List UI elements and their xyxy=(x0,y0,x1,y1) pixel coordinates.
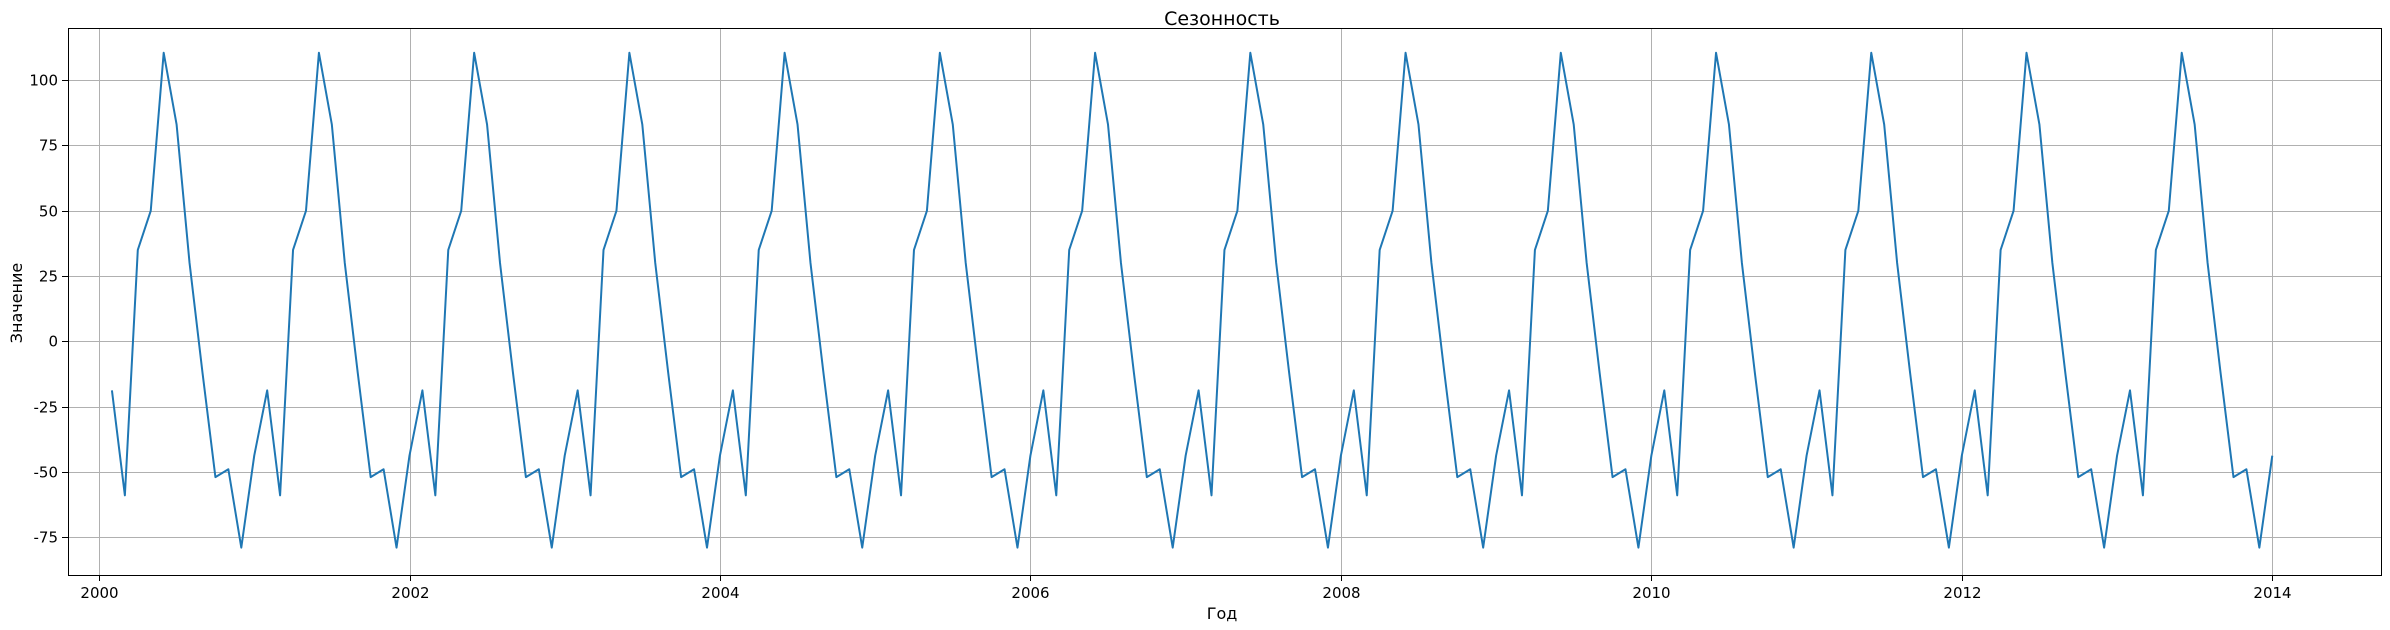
x-tick-label: 2006 xyxy=(1011,584,1049,602)
series-line xyxy=(110,51,2274,549)
x-tick-label: 2002 xyxy=(391,584,429,602)
x-tick-label: 2004 xyxy=(701,584,739,602)
y-tick-label: -75 xyxy=(34,529,59,547)
y-axis-title: Значение xyxy=(7,263,26,344)
chart-title: Сезонность xyxy=(1164,8,1280,30)
y-tick-label: 100 xyxy=(29,72,58,90)
grid xyxy=(68,28,2381,575)
y-tick-label: 0 xyxy=(48,333,58,351)
x-tick-label: 2010 xyxy=(1632,584,1670,602)
y-tick-label: -50 xyxy=(34,464,59,482)
x-tick-label: 2014 xyxy=(2253,584,2291,602)
x-tick-label: 2000 xyxy=(80,584,118,602)
x-axis-title: Год xyxy=(1207,604,1238,623)
y-tick-label: -25 xyxy=(34,399,59,417)
y-tick-label: 50 xyxy=(39,203,58,221)
x-axis-ticks: 2000 2002 2004 2006 2008 2010 2012 2014 xyxy=(80,575,2292,602)
plot-frame xyxy=(68,28,2382,576)
y-axis-ticks: -75 -50 -25 0 25 50 75 100 xyxy=(29,72,68,547)
y-tick-label: 75 xyxy=(39,137,58,155)
x-tick-label: 2008 xyxy=(1322,584,1360,602)
y-tick-label: 25 xyxy=(39,268,58,286)
x-tick-label: 2012 xyxy=(1943,584,1981,602)
series-layer xyxy=(110,51,2274,549)
